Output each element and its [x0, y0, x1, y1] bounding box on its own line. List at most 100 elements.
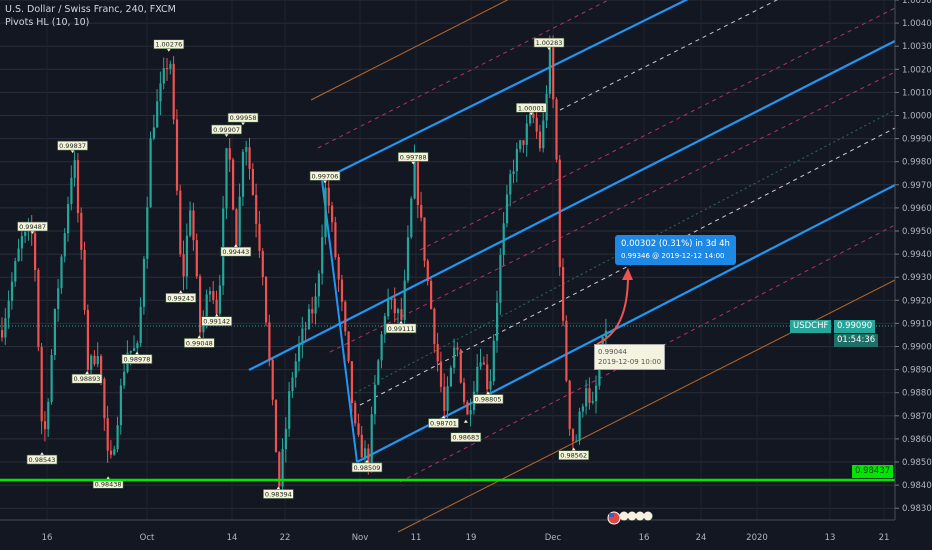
pivot-label: 0.99907: [213, 126, 240, 134]
candle-body: [37, 270, 40, 348]
candle-body: [334, 222, 337, 258]
candle-body: [509, 174, 512, 195]
candle-body: [96, 356, 99, 365]
candle-body: [133, 348, 136, 351]
candle-body: [40, 347, 43, 422]
candle-body: [321, 237, 324, 274]
fib-pink-lower[interactable]: [399, 224, 896, 483]
candle-body: [397, 309, 400, 314]
candle-body: [542, 120, 545, 149]
candle-body: [423, 217, 426, 261]
candle-body: [357, 423, 360, 435]
candle-body: [34, 233, 37, 271]
symbol-title[interactable]: U.S. Dollar / Swiss Franc, 240, FXCM: [5, 4, 176, 15]
candle-body: [146, 207, 149, 259]
channel-upper-line[interactable]: [321, 0, 690, 181]
candle-body: [268, 322, 271, 360]
event-icon[interactable]: [643, 511, 653, 521]
pivot-marker-icon: [241, 122, 246, 126]
candle-body: [179, 190, 182, 255]
pivot-label-box: [71, 373, 103, 384]
candle-body: [364, 448, 367, 458]
fib-pink-2[interactable]: [419, 7, 896, 251]
candle-body: [505, 194, 509, 224]
fib-pink-upper[interactable]: [317, 0, 895, 149]
time-label: Nov: [352, 533, 369, 543]
candle-body: [288, 391, 291, 429]
fib-white-upper[interactable]: [559, 0, 895, 111]
candle-body: [377, 360, 380, 385]
candle-body: [436, 344, 439, 362]
pivot-marker-icon: [166, 48, 171, 52]
fib-orange-upper[interactable]: [310, 0, 690, 101]
candle-body: [235, 209, 238, 246]
candle-body: [301, 328, 304, 345]
candle-body: [136, 343, 139, 349]
fib-green-dotted[interactable]: [354, 109, 896, 394]
indicator-label[interactable]: Pivots HL (10, 10): [5, 17, 90, 28]
candle-body: [119, 385, 122, 426]
channel-mid-line[interactable]: [248, 40, 896, 371]
us-flag-canton-icon: [609, 513, 614, 517]
pivot-label-box: [516, 102, 547, 113]
candle-body: [172, 63, 175, 120]
candle-body: [152, 127, 155, 139]
channel-lower-line[interactable]: [356, 184, 896, 463]
candle-body: [307, 309, 311, 330]
candle-body: [578, 411, 581, 441]
candle-body: [595, 385, 598, 402]
time-axis[interactable]: 16 Oct 14 22 Nov 11 19 Dec 16 24 2020 13 21: [42, 533, 890, 543]
candle-body: [159, 83, 162, 102]
pivot-label: 0.98394: [265, 490, 292, 498]
candle-body: [604, 330, 608, 337]
projection-arrow[interactable]: [596, 275, 629, 345]
candle-body: [446, 386, 449, 411]
economic-events[interactable]: [607, 511, 653, 525]
candle-body: [568, 380, 571, 430]
candle-body: [93, 355, 96, 365]
candle-body: [76, 160, 80, 213]
candle-body: [337, 257, 340, 280]
candle-body: [492, 340, 495, 382]
projection-change: 0.00302 (0.31%) in 3d 4h: [621, 239, 730, 249]
event-icon[interactable]: [627, 511, 637, 521]
candle-body: [344, 301, 347, 332]
channel-drawings[interactable]: [248, 0, 896, 533]
candle-body: [439, 361, 443, 387]
event-icon[interactable]: [635, 511, 645, 521]
candle-body: [103, 378, 106, 419]
candle-body: [4, 318, 7, 338]
candle-body: [529, 113, 532, 124]
candle-body: [324, 187, 327, 238]
pivot-label-box: [165, 293, 197, 303]
pivot-label: 0.99837: [59, 142, 86, 150]
event-icon[interactable]: [619, 511, 629, 521]
candle-body: [426, 260, 429, 281]
channel-anchor-line[interactable]: [321, 179, 358, 463]
pivot-label-box: [309, 171, 341, 181]
candle-body: [486, 364, 489, 390]
candle-body: [598, 366, 601, 386]
candle-body: [208, 291, 212, 295]
candle-body: [571, 429, 575, 442]
candle-body: [463, 382, 466, 402]
candle-body: [558, 159, 561, 268]
pivot-marker-icon: [323, 180, 327, 184]
pivot-label-box: [450, 432, 482, 443]
pivot-marker-icon: [441, 415, 446, 419]
candle-body: [17, 248, 20, 262]
pivot-label-box: [558, 450, 590, 460]
fib-orange-lower[interactable]: [397, 279, 896, 533]
pivot-label-box: [121, 354, 153, 364]
pivot-label-box: [220, 246, 252, 257]
price-axis[interactable]: 1.00500 1.00400 1.00300 1.00200 1.00100 1.000…: [895, 0, 932, 514]
candle-body: [456, 347, 459, 350]
fib-pink-3[interactable]: [329, 71, 896, 353]
